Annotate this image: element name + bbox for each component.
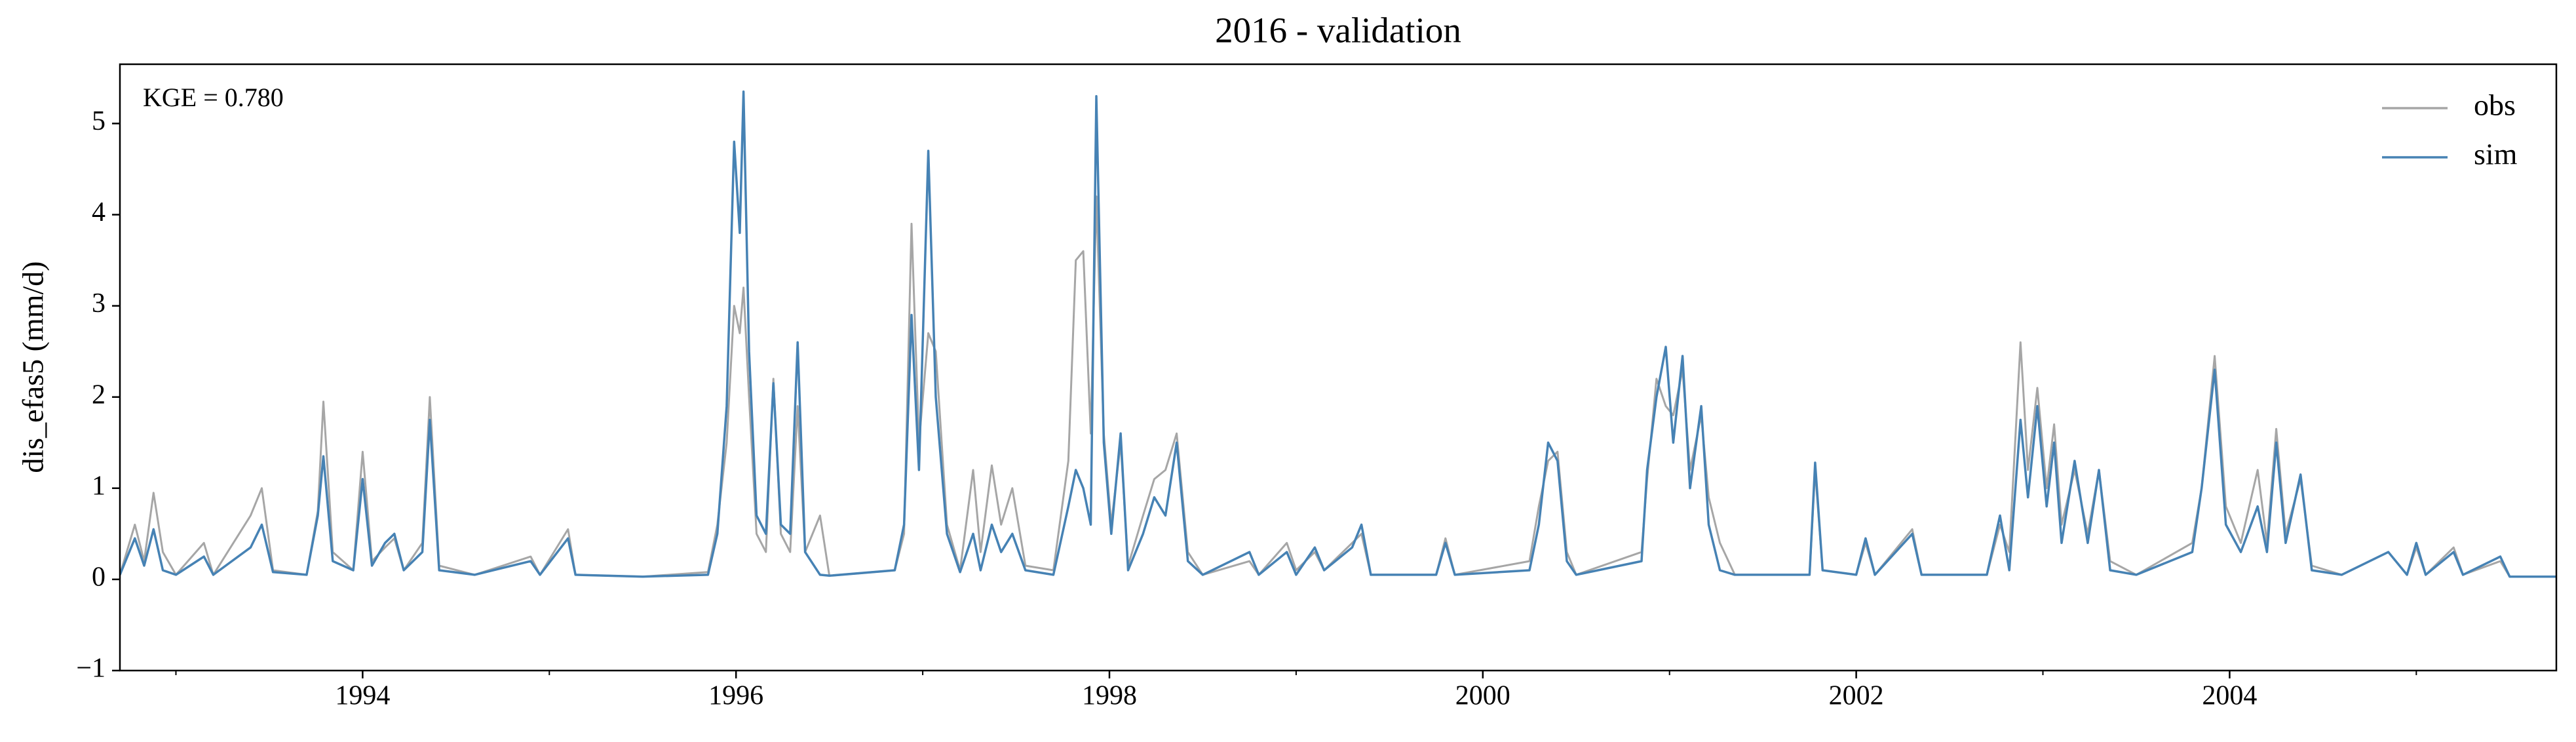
- legend-label: sim: [2474, 138, 2518, 171]
- annotation: KGE = 0.780: [143, 83, 284, 112]
- y-tick-label: 3: [92, 288, 106, 319]
- y-tick-label: 2: [92, 380, 106, 410]
- y-tick-label: 5: [92, 106, 106, 136]
- y-tick-label: 4: [92, 197, 106, 227]
- legend-label: obs: [2474, 88, 2516, 122]
- y-tick-label: 0: [92, 562, 106, 593]
- x-tick-label: 2000: [1455, 681, 1510, 711]
- plot-frame: [119, 63, 2558, 672]
- x-tick-label: 1998: [1082, 681, 1137, 711]
- series-line: [120, 195, 2556, 578]
- y-tick-label: −1: [76, 654, 106, 684]
- chart-title: 2016 - validation: [1215, 10, 1461, 50]
- x-tick-label: 1994: [335, 681, 390, 711]
- x-tick-label: 2004: [2202, 681, 2257, 711]
- x-tick-label: 2002: [1829, 681, 1884, 711]
- y-axis-label: dis_efas5 (mm/d): [16, 261, 50, 473]
- x-tick-label: 1996: [708, 681, 763, 711]
- series-line: [120, 90, 2556, 578]
- y-tick-label: 1: [92, 471, 106, 501]
